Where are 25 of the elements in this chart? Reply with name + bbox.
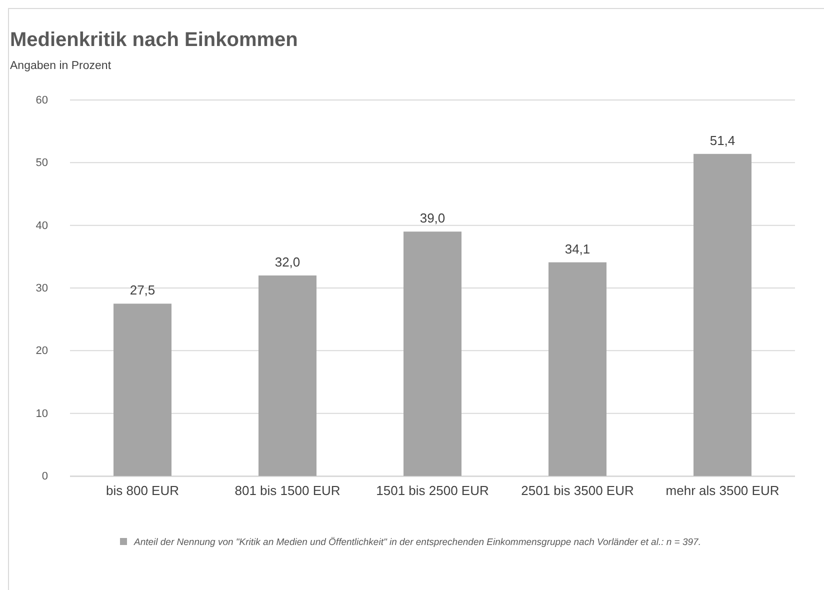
- bar: [114, 304, 172, 476]
- x-tick-label: mehr als 3500 EUR: [666, 483, 780, 498]
- bar: [694, 154, 752, 476]
- data-label: 34,1: [564, 241, 590, 256]
- y-tick-label: 20: [36, 345, 48, 358]
- x-tick-label: 2501 bis 3500 EUR: [521, 483, 634, 498]
- y-tick-label: 30: [36, 282, 48, 295]
- data-label: 51,4: [710, 132, 736, 148]
- x-tick-label: 801 bis 1500 EUR: [234, 483, 340, 498]
- chart-title: Medienkritik nach Einkommen: [10, 29, 298, 51]
- y-tick-label: 40: [36, 220, 48, 232]
- y-tick-label: 10: [36, 408, 48, 420]
- x-tick-label: 1501 bis 2500 EUR: [376, 483, 489, 498]
- bar: [404, 232, 462, 476]
- bar: [258, 275, 316, 476]
- legend-label: Anteil der Nennung von "Kritik an Medien und Öffentlichkeit" in der entsprechenden Einkommensgruppe nach Vorländer et al.: n = 397.: [133, 537, 701, 548]
- bar: [548, 262, 606, 476]
- data-label: 32,0: [274, 254, 300, 270]
- data-label: 39,0: [420, 210, 446, 226]
- y-tick-label: 50: [36, 157, 48, 170]
- chart-subtitle: Angaben in Prozent: [10, 60, 112, 72]
- data-label: 27,5: [130, 282, 156, 298]
- y-tick-label: 0: [42, 470, 48, 483]
- y-tick-label: 60: [36, 94, 48, 107]
- x-tick-label: bis 800 EUR: [106, 483, 179, 498]
